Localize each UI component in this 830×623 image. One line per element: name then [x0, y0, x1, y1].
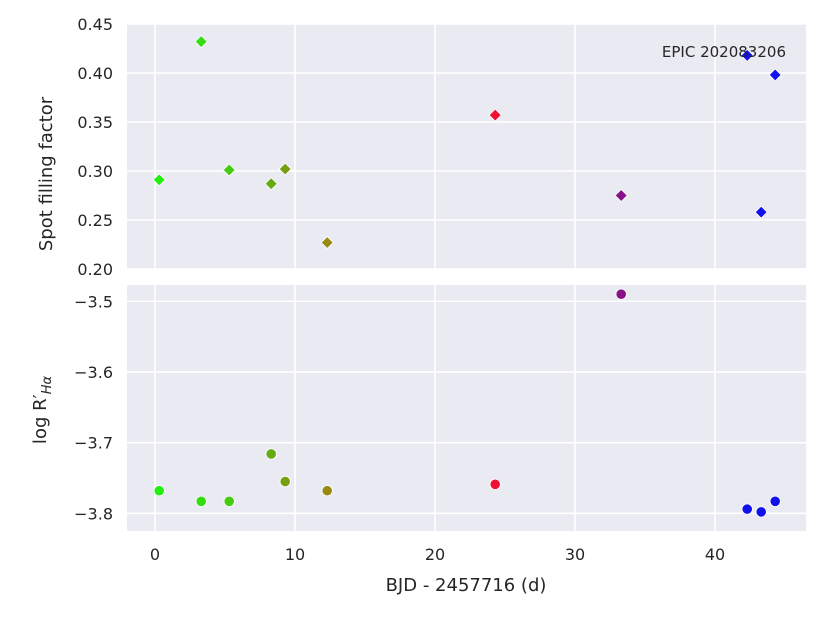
top-y-axis-label: Spot filling factor: [36, 96, 57, 251]
top-y-tick-label: 0.25: [77, 211, 113, 230]
bottom-data-point: [489, 478, 501, 490]
top-data-point: [194, 35, 208, 49]
top-data-point: [320, 235, 334, 250]
top-data-point: [614, 188, 628, 203]
top-data-point: [222, 163, 236, 177]
top-data-point: [488, 108, 502, 122]
bottom-y-tick-label: −3.6: [74, 363, 113, 382]
bottom-data-point: [615, 288, 627, 300]
top-y-tick-label: 0.45: [77, 15, 113, 34]
bottom-x-tick-label: 40: [705, 545, 725, 564]
bottom-data-point: [223, 495, 235, 507]
top-data-point: [264, 177, 278, 191]
bottom-data-point: [195, 495, 207, 507]
bottom-data-point: [741, 503, 753, 515]
bottom-x-tick-label: 30: [565, 545, 585, 564]
bottom-plot-background: [127, 285, 806, 531]
top-data-point: [278, 162, 292, 176]
bottom-data-point: [755, 506, 767, 518]
top-plot-background: [127, 24, 806, 269]
top-panel: 0.20 0.25 0.30 0.35 0.40 0.45: [77, 15, 806, 279]
bottom-y-axis-label: log R′Hα: [30, 376, 55, 445]
bottom-data-point: [153, 485, 165, 497]
bottom-y-tick-label: −3.8: [74, 504, 113, 523]
bottom-data-point: [769, 495, 781, 507]
top-data-point: [740, 48, 754, 62]
bottom-x-tick-label: 20: [425, 545, 445, 564]
bottom-y-axis-label-main: log R′: [30, 394, 51, 444]
bottom-data-point: [265, 448, 277, 460]
top-y-tick-label: 0.30: [77, 162, 113, 181]
bottom-y-tick-label: −3.5: [74, 292, 113, 311]
top-data-point: [768, 68, 782, 82]
x-axis-label: BJD - 2457716 (d): [386, 575, 547, 596]
top-data-point: [152, 173, 166, 187]
bottom-x-tick-label: 0: [150, 545, 160, 564]
bottom-x-tick-label: 10: [285, 545, 305, 564]
bottom-panel: −3.5 −3.6 −3.7 −3.8 0 10 20 30 40: [74, 285, 806, 564]
star-id-annotation: EPIC 202083206: [662, 43, 786, 61]
top-y-tick-label: 0.40: [77, 64, 113, 83]
bottom-y-tick-label: −3.7: [74, 434, 113, 453]
bottom-data-point: [279, 475, 291, 488]
bottom-y-axis-label-sub: Hα: [40, 376, 55, 395]
top-y-tick-label: 0.35: [77, 113, 113, 132]
top-y-tick-label: 0.20: [77, 260, 113, 279]
top-data-point: [754, 205, 768, 219]
bottom-data-point: [321, 485, 333, 497]
